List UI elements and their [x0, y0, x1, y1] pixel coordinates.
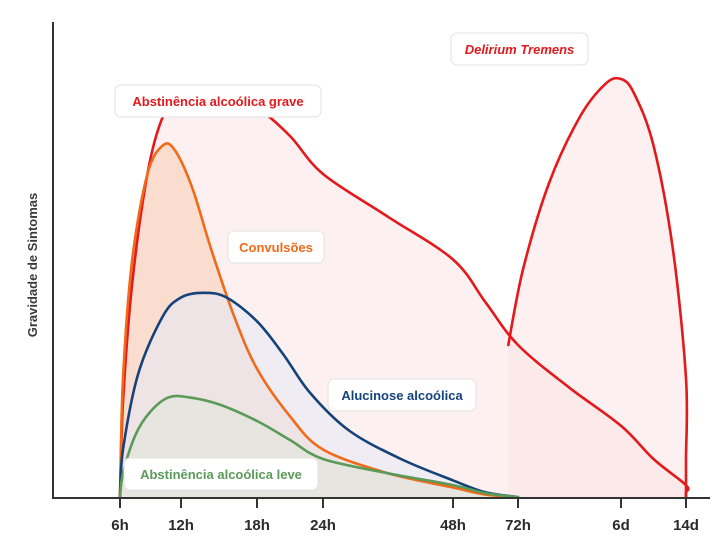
series-label-text: Convulsões — [239, 240, 313, 255]
series-line-alucinose-alcoolica — [118, 291, 520, 499]
series-label-alucinose-alcoolica: Alucinose alcoólica — [327, 378, 477, 412]
series-line-convulsoes — [118, 142, 520, 499]
x-tick-label: 6d — [612, 517, 630, 534]
series-label-delirium-tremens: Delirium Tremens — [450, 32, 589, 66]
series-label-box — [227, 230, 325, 264]
x-tick-label: 72h — [505, 517, 531, 534]
x-tick-label: 48h — [440, 517, 466, 534]
series-label-box — [327, 378, 477, 412]
series-line-abstinencia-alcoolica-leve — [118, 394, 520, 499]
series-label-box — [114, 84, 322, 118]
y-axis-label: Gravidade de Sintomas — [25, 193, 40, 338]
series-label-text: Abstinência alcoólica leve — [140, 467, 302, 482]
series-label-text: Abstinência alcoólica grave — [132, 94, 303, 109]
series-label-abstinencia-alcoolica-grave: Abstinência alcoólica grave — [114, 84, 322, 118]
series-label-box — [123, 457, 319, 491]
series-label-abstinencia-alcoolica-leve: Abstinência alcoólica leve — [123, 457, 319, 491]
series-label-box — [450, 32, 589, 66]
series-label-text: Alucinose alcoólica — [341, 388, 463, 403]
x-tick-label: 24h — [310, 517, 336, 534]
x-tick-label: 12h — [168, 517, 194, 534]
series-line-delirium-tremens — [507, 76, 689, 499]
series-label-convulsoes: Convulsões — [227, 230, 325, 264]
series-area-delirium-tremens — [508, 78, 687, 497]
x-tick-label: 18h — [244, 517, 270, 534]
x-tick-label: 14d — [673, 517, 699, 534]
series-label-text: Delirium Tremens — [465, 42, 575, 57]
x-tick-label: 6h — [111, 517, 129, 534]
